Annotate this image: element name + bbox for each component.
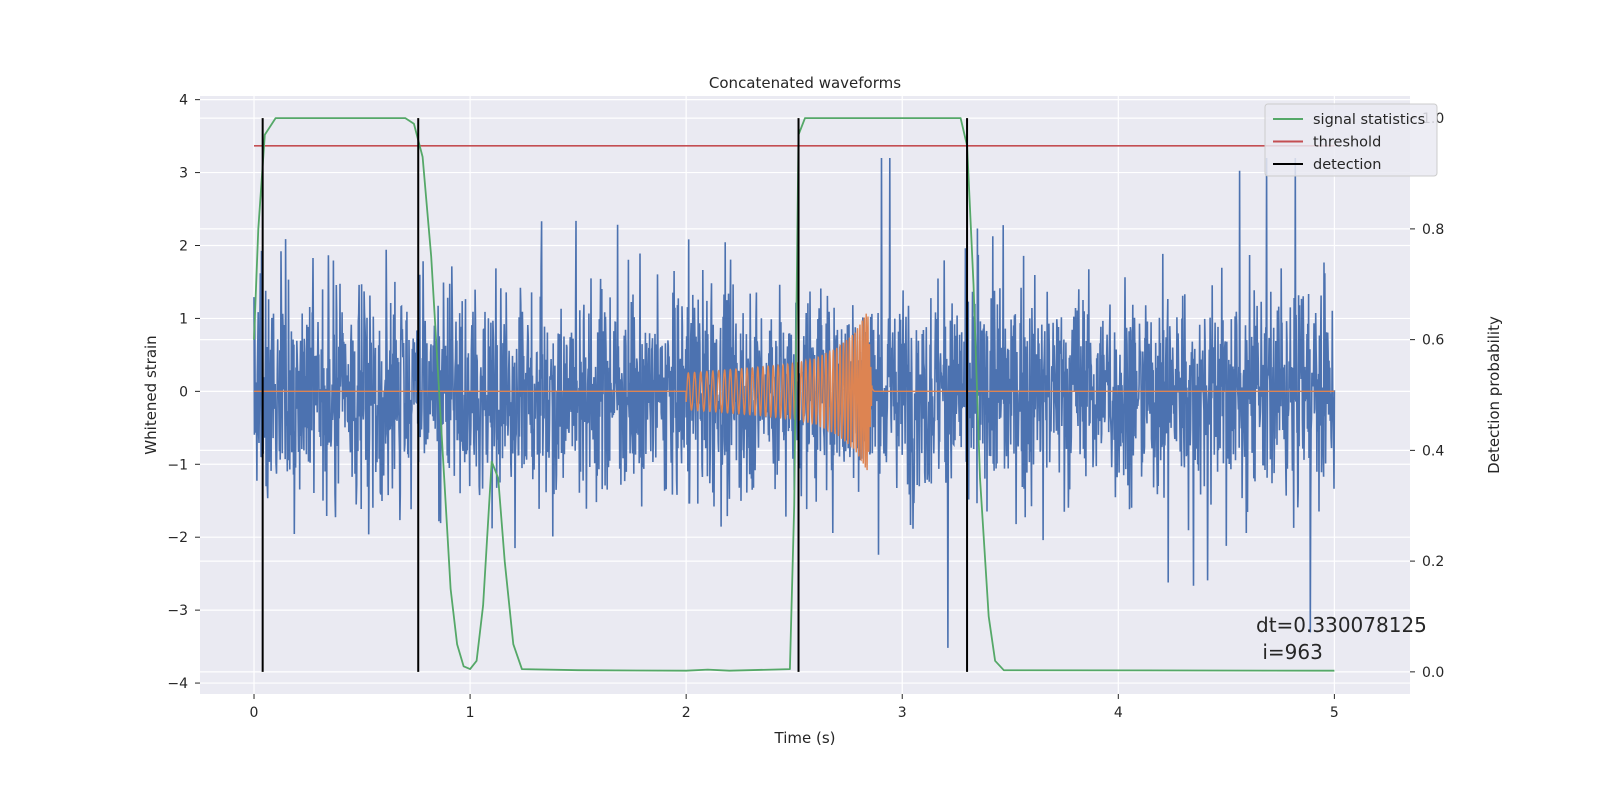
y-tick-label: 1 — [179, 311, 188, 327]
x-tick-label: 2 — [682, 705, 691, 721]
y-tick-label: −4 — [167, 676, 188, 692]
y-right-tick-label: 0.8 — [1422, 222, 1444, 238]
y-tick-label: −1 — [167, 457, 188, 473]
legend: signal statistics threshold detection — [1264, 103, 1438, 177]
y-tick-label: −2 — [167, 530, 188, 546]
y-axis-label: Whitened strain — [142, 335, 160, 454]
y-tick-label: 3 — [179, 166, 188, 182]
annotation-index: i=963 — [1256, 640, 1323, 664]
y-tick-label: 0 — [179, 384, 188, 400]
x-tick-label: 1 — [466, 705, 475, 721]
y-tick-label: 4 — [179, 93, 188, 109]
y-tick-label: 2 — [179, 239, 188, 255]
x-tick-label: 5 — [1330, 705, 1339, 721]
chart-title: Concatenated waveforms — [709, 74, 901, 92]
y-right-tick-label: 0.0 — [1422, 665, 1444, 681]
right-axis-label: Detection probability — [1485, 316, 1503, 474]
legend-label: detection — [1313, 157, 1381, 173]
legend-label: threshold — [1313, 135, 1381, 151]
x-axis-label: Time (s) — [774, 729, 836, 747]
y-right-tick-label: 0.6 — [1422, 333, 1444, 349]
y-right-tick-label: 0.2 — [1422, 554, 1444, 570]
legend-box — [1264, 103, 1438, 177]
y-tick-label: −3 — [167, 603, 188, 619]
series-injected-waveform — [254, 313, 1335, 471]
x-tick-label: 4 — [1114, 705, 1123, 721]
x-tick-label: 3 — [898, 705, 907, 721]
legend-label: signal statistics — [1313, 112, 1425, 128]
y-right-tick-label: 0.4 — [1422, 443, 1444, 459]
x-tick-label: 0 — [250, 705, 259, 721]
annotation-dt: dt=0.330078125 — [1256, 613, 1427, 637]
